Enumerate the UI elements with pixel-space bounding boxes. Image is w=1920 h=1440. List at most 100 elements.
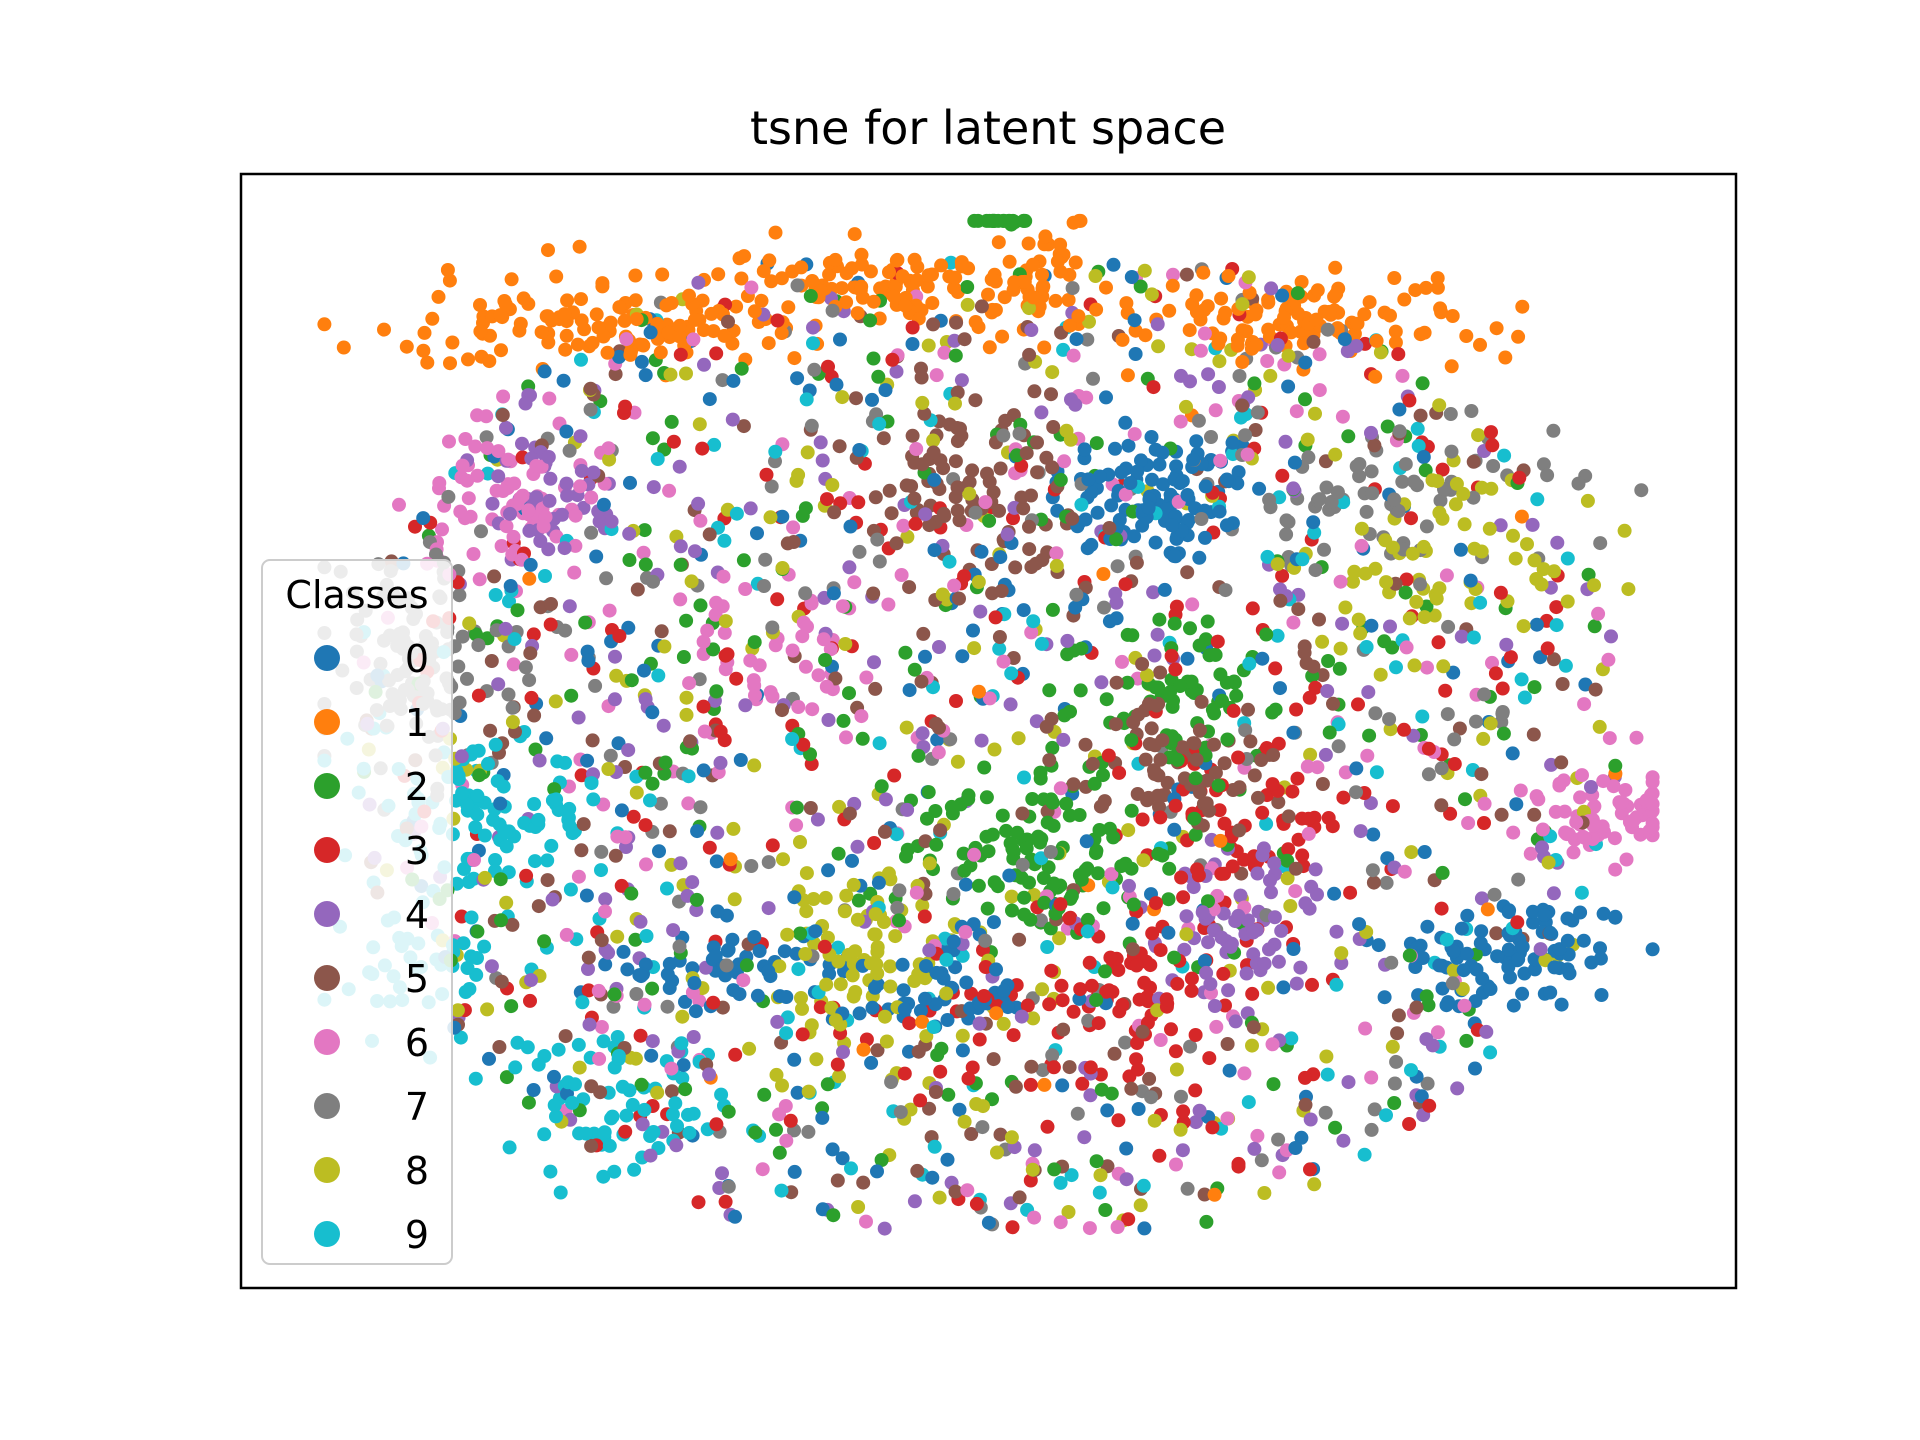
scatter-point-class-1 — [1066, 215, 1081, 230]
scatter-point-class-0 — [559, 424, 574, 439]
scatter-point-class-1 — [1419, 280, 1433, 295]
scatter-point-class-6 — [529, 459, 544, 473]
scatter-point-class-8 — [848, 985, 863, 999]
scatter-point-class-5 — [1235, 398, 1250, 413]
scatter-point-class-1 — [653, 345, 668, 360]
scatter-point-class-9 — [1260, 549, 1275, 564]
scatter-point-class-5 — [1273, 593, 1288, 608]
scatter-point-class-0 — [927, 543, 942, 558]
scatter-point-class-6 — [947, 578, 962, 593]
scatter-point-class-6 — [1053, 781, 1068, 796]
scatter-point-class-7 — [1317, 542, 1331, 557]
scatter-point-class-7 — [1097, 600, 1111, 615]
scatter-point-class-8 — [763, 510, 778, 525]
scatter-point-class-3 — [702, 840, 717, 855]
scatter-point-class-6 — [479, 409, 494, 424]
scatter-point-class-6 — [1118, 487, 1133, 502]
scatter-point-class-2 — [734, 361, 749, 376]
scatter-point-class-9 — [502, 1140, 517, 1155]
scatter-point-class-5 — [487, 569, 502, 584]
scatter-point-class-2 — [1527, 680, 1542, 695]
scatter-point-class-4 — [1195, 905, 1210, 920]
scatter-point-class-4 — [1499, 637, 1514, 652]
scatter-point-class-2 — [1078, 863, 1093, 878]
scatter-point-class-9 — [1329, 977, 1344, 992]
scatter-point-class-0 — [1543, 925, 1558, 940]
scatter-point-class-0 — [688, 1004, 703, 1019]
scatter-point-class-0 — [1002, 868, 1017, 883]
scatter-point-class-4 — [907, 1194, 922, 1209]
scatter-point-class-4 — [645, 1034, 660, 1049]
scatter-point-class-5 — [953, 421, 967, 436]
scatter-point-class-3 — [1421, 741, 1436, 756]
scatter-point-class-9 — [544, 838, 559, 853]
scatter-point-class-8 — [610, 929, 625, 944]
scatter-point-class-0 — [835, 1151, 850, 1166]
scatter-point-class-5 — [1281, 809, 1296, 824]
scatter-point-class-8 — [996, 1016, 1011, 1031]
scatter-point-class-0 — [870, 1164, 884, 1179]
scatter-point-class-6 — [686, 332, 701, 347]
scatter-point-class-5 — [870, 1043, 885, 1058]
scatter-point-class-7 — [807, 362, 822, 377]
scatter-point-class-1 — [498, 297, 513, 312]
scatter-point-class-7 — [870, 532, 885, 547]
scatter-point-class-6 — [1645, 775, 1660, 790]
scatter-point-class-0 — [829, 377, 844, 392]
scatter-point-class-0 — [1084, 485, 1099, 500]
scatter-point-class-4 — [1034, 405, 1049, 420]
scatter-point-class-0 — [1155, 445, 1170, 460]
scatter-point-class-4 — [1274, 923, 1289, 938]
scatter-point-class-9 — [799, 392, 814, 407]
scatter-point-class-7 — [1486, 459, 1501, 473]
scatter-point-class-6 — [859, 670, 874, 685]
scatter-point-class-1 — [882, 265, 896, 280]
scatter-point-class-5 — [914, 361, 928, 376]
scatter-point-class-3 — [817, 939, 832, 954]
scatter-point-class-3 — [1014, 458, 1029, 473]
scatter-point-class-7 — [744, 859, 759, 873]
scatter-point-class-9 — [668, 1096, 683, 1111]
scatter-point-class-3 — [851, 495, 866, 510]
scatter-point-class-5 — [918, 834, 933, 849]
scatter-point-class-2 — [1089, 1154, 1104, 1169]
scatter-point-class-1 — [672, 329, 687, 344]
legend-marker-9 — [314, 1221, 340, 1247]
scatter-point-class-0 — [918, 649, 932, 664]
scatter-point-class-3 — [1271, 736, 1286, 751]
scatter-point-class-4 — [761, 901, 776, 916]
scatter-point-class-0 — [1560, 933, 1575, 948]
scatter-point-class-1 — [1200, 299, 1215, 314]
scatter-point-class-4 — [1334, 956, 1349, 971]
scatter-point-class-7 — [599, 571, 614, 586]
scatter-point-class-0 — [1198, 479, 1213, 494]
scatter-point-class-0 — [1141, 500, 1156, 515]
scatter-point-class-2 — [1089, 436, 1104, 451]
scatter-point-class-3 — [1275, 468, 1290, 483]
scatter-point-class-1 — [856, 1042, 871, 1057]
scatter-point-class-8 — [1280, 871, 1295, 886]
scatter-point-class-2 — [1096, 901, 1111, 916]
scatter-point-class-8 — [1592, 719, 1607, 734]
scatter-point-class-6 — [747, 678, 762, 693]
scatter-point-class-2 — [855, 731, 870, 746]
scatter-point-class-6 — [510, 497, 525, 512]
scatter-point-class-3 — [1164, 1022, 1178, 1037]
scatter-point-class-0 — [621, 620, 636, 635]
scatter-point-class-8 — [1315, 634, 1330, 649]
scatter-point-class-5 — [594, 933, 609, 948]
scatter-point-class-5 — [1207, 737, 1221, 752]
scatter-point-class-7 — [1433, 493, 1448, 508]
scatter-point-class-3 — [696, 699, 711, 714]
scatter-point-class-0 — [1525, 904, 1540, 919]
scatter-point-class-1 — [512, 323, 527, 338]
scatter-point-class-8 — [1212, 354, 1227, 369]
scatter-point-class-6 — [738, 582, 753, 596]
scatter-point-class-6 — [805, 702, 820, 717]
scatter-point-class-0 — [493, 796, 508, 811]
scatter-point-class-1 — [1182, 323, 1197, 338]
scatter-point-class-1 — [854, 279, 869, 294]
scatter-point-class-7 — [761, 855, 776, 870]
scatter-point-class-3 — [1495, 681, 1510, 696]
scatter-point-class-8 — [1144, 287, 1159, 302]
